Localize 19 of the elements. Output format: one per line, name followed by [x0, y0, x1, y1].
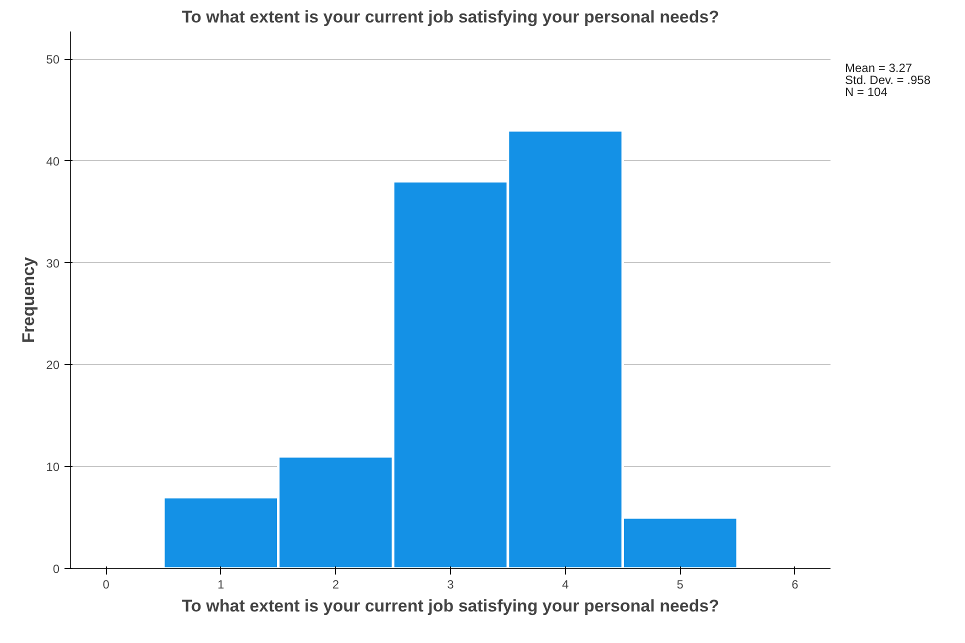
y-tick-label: 10 [46, 460, 60, 474]
x-tick-label: 0 [102, 578, 110, 592]
y-tick-label: 30 [46, 256, 60, 270]
text: N = 104 [845, 85, 888, 99]
y-axis-title: Frequency [19, 256, 38, 343]
y-tick-label: 0 [52, 562, 60, 576]
x-tick-label: 2 [332, 578, 340, 592]
x-tick-label: 1 [218, 578, 225, 592]
x-axis-title: To what extent is your current job satisfying your personal needs? [182, 596, 720, 616]
y-tick-label: 20 [46, 358, 60, 372]
text: Mean = 3.27 [845, 61, 912, 75]
chart-title: To what extent is your current job satisfying your personal needs? [182, 8, 720, 26]
text: Std. Dev. = .958 [845, 73, 930, 87]
x-tick-label: 4 [562, 578, 569, 592]
x-tick-label: 6 [792, 578, 799, 592]
x-tick-label: 3 [447, 578, 454, 592]
y-tick-label: 40 [46, 154, 60, 168]
x-tick-label: 5 [676, 578, 684, 592]
y-tick-label: 50 [46, 52, 60, 67]
